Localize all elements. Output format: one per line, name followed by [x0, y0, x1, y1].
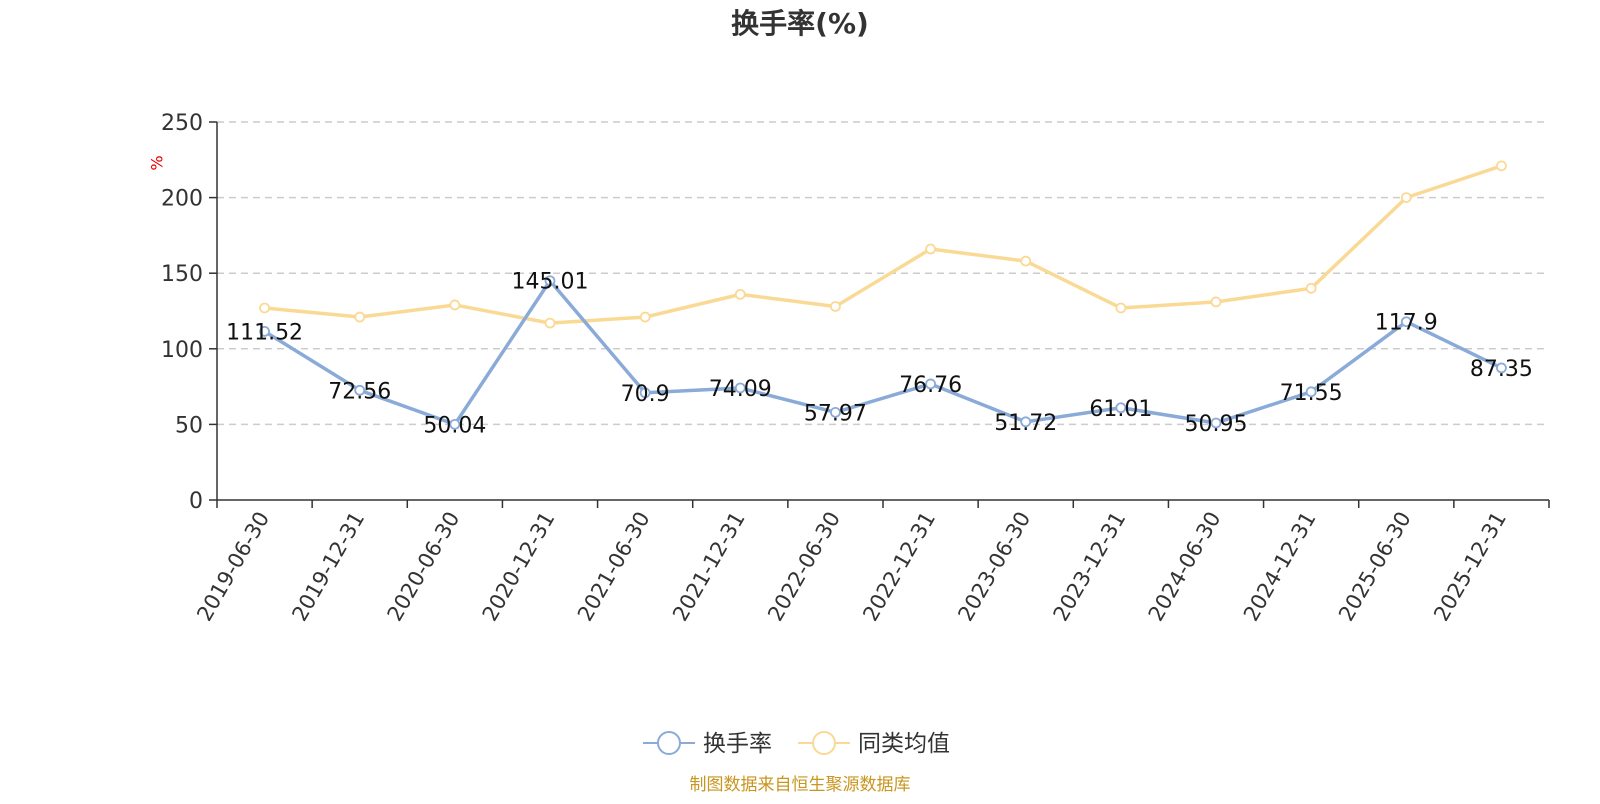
data-label: 76.76 [899, 373, 962, 398]
x-tick-label: 2024-12-31 [1239, 508, 1321, 626]
data-point[interactable] [925, 243, 936, 255]
series-layer [259, 160, 1507, 430]
data-label: 61.01 [1089, 397, 1152, 422]
data-point[interactable] [449, 418, 461, 430]
data-point[interactable] [354, 311, 366, 323]
y-tick-label: 250 [161, 111, 203, 136]
data-labels: 111.52 72.56 50.04 145.01 70.9 74.09 57.97 76.7… [226, 270, 1533, 439]
data-point[interactable] [925, 378, 936, 390]
data-point[interactable] [734, 288, 746, 300]
x-tick-label: 2019-06-30 [192, 508, 274, 626]
data-point[interactable] [1305, 386, 1317, 398]
data-point[interactable] [1020, 416, 1032, 428]
data-label: 50.04 [423, 413, 486, 438]
legend-label: 换手率 [703, 731, 772, 757]
data-point[interactable] [1210, 417, 1222, 429]
data-point[interactable] [830, 406, 841, 418]
legend-item-同类均值[interactable]: 同类均值 [798, 731, 950, 757]
data-point[interactable] [1496, 362, 1507, 374]
data-point[interactable] [354, 384, 366, 396]
legend-item-换手率[interactable]: 换手率 [643, 731, 772, 757]
legend-swatch-marker [657, 731, 681, 755]
data-point[interactable] [734, 382, 746, 394]
grid-lines [217, 121, 1549, 426]
data-label: 50.95 [1185, 412, 1248, 437]
x-tick-label: 2019-12-31 [287, 508, 369, 626]
data-point[interactable] [259, 302, 270, 314]
data-point[interactable] [1496, 160, 1507, 172]
legend-label: 同类均值 [858, 731, 950, 757]
series-line [262, 164, 1504, 325]
y-tick-label: 100 [161, 338, 203, 363]
data-point[interactable] [639, 387, 651, 399]
data-label: 117.9 [1375, 311, 1438, 336]
data-label: 145.01 [512, 270, 589, 295]
source-note: 制图数据来自恒生聚源数据库 [690, 775, 911, 795]
legend-swatch-marker [812, 731, 836, 755]
data-label: 70.9 [621, 382, 670, 407]
x-tick-label: 2021-06-30 [573, 508, 655, 626]
data-label: 87.35 [1470, 357, 1533, 382]
series-同类均值 [259, 160, 1507, 329]
x-tick-label: 2022-06-30 [763, 508, 845, 626]
data-point[interactable] [1115, 402, 1127, 414]
data-label: 71.55 [1280, 381, 1343, 406]
chart-title: 换手率(%) [731, 7, 869, 40]
data-point[interactable] [1210, 296, 1222, 308]
y-tick-label: 0 [189, 489, 203, 514]
data-point[interactable] [1020, 255, 1032, 267]
series-换手率 [259, 275, 1507, 430]
x-tick-label: 2025-06-30 [1334, 508, 1416, 626]
y-tick-label: 150 [161, 262, 203, 287]
data-point[interactable] [544, 275, 556, 287]
y-axis-unit: % [148, 155, 167, 170]
data-label: 51.72 [994, 411, 1057, 436]
data-label: 57.97 [804, 401, 867, 426]
data-point[interactable] [1400, 192, 1412, 204]
data-label: 74.09 [709, 377, 772, 402]
data-point[interactable] [544, 317, 556, 329]
x-tick-label: 2022-12-31 [858, 508, 940, 626]
x-tick-label: 2021-12-31 [668, 508, 750, 626]
x-tick-label: 2020-06-30 [383, 508, 465, 626]
data-label: 72.56 [328, 379, 391, 404]
data-point[interactable] [639, 311, 651, 323]
data-point[interactable] [1400, 316, 1412, 328]
data-label: 111.52 [226, 320, 303, 345]
x-tick-label: 2020-12-31 [478, 508, 560, 626]
data-point[interactable] [449, 299, 461, 311]
x-tick-label: 2023-06-30 [953, 508, 1035, 626]
data-point[interactable] [1115, 302, 1127, 314]
series-line [262, 278, 1504, 427]
x-tick-label: 2024-06-30 [1144, 508, 1226, 626]
data-point[interactable] [259, 325, 270, 337]
x-tick-label: 2025-12-31 [1429, 508, 1511, 626]
y-tick-label: 200 [161, 187, 203, 212]
y-tick-label: 50 [175, 413, 203, 438]
x-tick-label: 2023-12-31 [1049, 508, 1131, 626]
legend[interactable]: 换手率 同类均值 [643, 731, 950, 757]
data-point[interactable] [1305, 282, 1317, 294]
data-point[interactable] [830, 301, 841, 312]
